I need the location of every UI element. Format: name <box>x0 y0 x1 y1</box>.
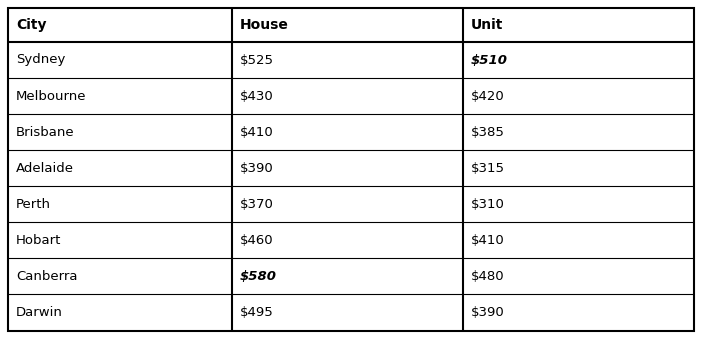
Text: $390: $390 <box>471 305 505 319</box>
Text: $420: $420 <box>471 89 505 102</box>
Text: Sydney: Sydney <box>16 54 65 66</box>
Text: $310: $310 <box>471 198 505 211</box>
Text: $430: $430 <box>240 89 274 102</box>
Text: $315: $315 <box>471 161 505 175</box>
Text: $385: $385 <box>471 125 505 139</box>
Text: $410: $410 <box>240 125 274 139</box>
Text: Darwin: Darwin <box>16 305 63 319</box>
Text: Perth: Perth <box>16 198 51 211</box>
Text: $390: $390 <box>240 161 274 175</box>
Text: $370: $370 <box>240 198 274 211</box>
Text: $525: $525 <box>240 54 274 66</box>
Text: $460: $460 <box>240 234 274 246</box>
Text: Melbourne: Melbourne <box>16 89 86 102</box>
Text: Canberra: Canberra <box>16 270 77 282</box>
Text: House: House <box>240 18 289 32</box>
Text: Unit: Unit <box>471 18 503 32</box>
Text: $495: $495 <box>240 305 274 319</box>
Text: Hobart: Hobart <box>16 234 61 246</box>
Text: Brisbane: Brisbane <box>16 125 74 139</box>
Text: $510: $510 <box>471 54 508 66</box>
Text: $480: $480 <box>471 270 505 282</box>
Text: City: City <box>16 18 46 32</box>
Text: $580: $580 <box>240 270 277 282</box>
Text: $410: $410 <box>471 234 505 246</box>
Text: Adelaide: Adelaide <box>16 161 74 175</box>
